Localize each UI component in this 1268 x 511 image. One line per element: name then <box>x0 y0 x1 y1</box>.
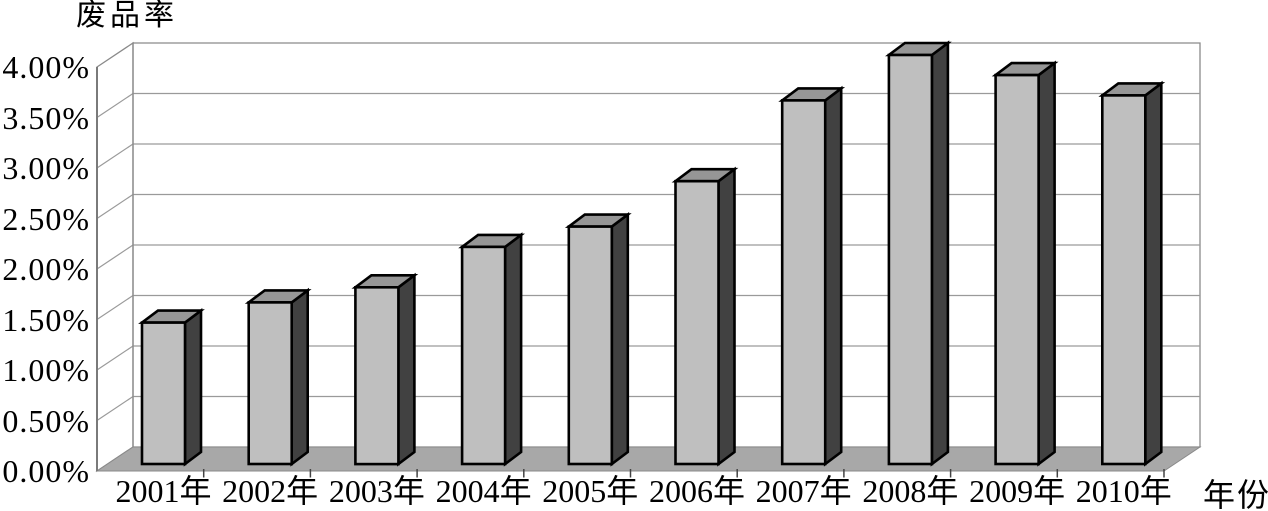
y-axis-tick-label: 0.50% <box>2 402 90 439</box>
gridline-connector <box>96 396 134 421</box>
bar-front-face <box>780 99 827 466</box>
y-axis-tick-label: 1.00% <box>2 352 90 388</box>
bar-2010年 <box>1098 80 1166 467</box>
bar-side-face <box>397 272 416 467</box>
bar-2003年 <box>351 272 419 467</box>
bar-2002年 <box>244 287 312 467</box>
x-axis-tick-label: 2005年 <box>542 473 639 509</box>
x-axis-tick-label: 2003年 <box>328 473 425 509</box>
bar-side-face <box>290 287 310 467</box>
x-axis-tick-label: 2004年 <box>435 473 532 509</box>
bar-side-face <box>610 212 630 467</box>
bar-2008年 <box>885 40 952 467</box>
bar-2001年 <box>138 308 205 467</box>
bar-side-face <box>1144 80 1163 467</box>
gridline-connector <box>96 345 134 371</box>
gridline-connector <box>96 143 134 169</box>
bar-side-face <box>503 232 523 467</box>
gridline-connector <box>96 93 134 118</box>
bar-front-face <box>140 321 187 466</box>
bar-front-face <box>567 225 614 466</box>
chart-title: 废品率 <box>76 0 178 32</box>
bar-side-face <box>183 308 203 467</box>
bar-front-face <box>247 301 293 466</box>
bar-side-face <box>1037 60 1056 467</box>
bar-front-face <box>354 285 400 466</box>
gridline-connector <box>96 244 134 270</box>
bar-front-face <box>460 245 507 466</box>
bar-2004年 <box>458 232 525 467</box>
bar-side-face <box>930 40 950 467</box>
y-axis-tick-label: 3.00% <box>2 150 90 186</box>
x-axis-tick-label: 2010年 <box>1075 473 1172 509</box>
y-axis-tick-label: 4.00% <box>2 49 90 85</box>
x-axis-tick-label: 2008年 <box>862 473 959 509</box>
y-axis-tick-label: 2.50% <box>2 200 90 237</box>
x-axis-tick-label: 2001年 <box>115 473 212 509</box>
x-axis-title: 年份 <box>1203 477 1268 511</box>
bar-front-face <box>887 53 934 466</box>
gridline-connector <box>96 295 134 320</box>
bar-front-face <box>1101 94 1147 466</box>
y-axis-tick-label: 3.50% <box>2 99 90 136</box>
x-axis-tick-label: 2006年 <box>648 473 745 509</box>
y-axis-tick-label: 2.00% <box>2 251 90 287</box>
bar-side-face <box>823 85 843 467</box>
y-axis-tick-label: 1.50% <box>2 301 90 338</box>
x-axis-tick-label: 2009年 <box>969 473 1066 509</box>
bar-2007年 <box>778 85 846 467</box>
y-axis-tick-label: 0.00% <box>2 453 90 489</box>
x-axis-tick-label: 2002年 <box>222 473 319 509</box>
bar-2009年 <box>991 60 1059 467</box>
bar-2005年 <box>564 212 632 467</box>
left-wall <box>96 41 134 473</box>
bar-side-face <box>717 166 736 467</box>
bar-front-face <box>674 179 720 466</box>
x-axis-tick-label: 2007年 <box>755 473 852 509</box>
bar-2006年 <box>671 166 739 467</box>
gridline-connector <box>96 194 134 219</box>
bar-front-face <box>994 73 1040 466</box>
